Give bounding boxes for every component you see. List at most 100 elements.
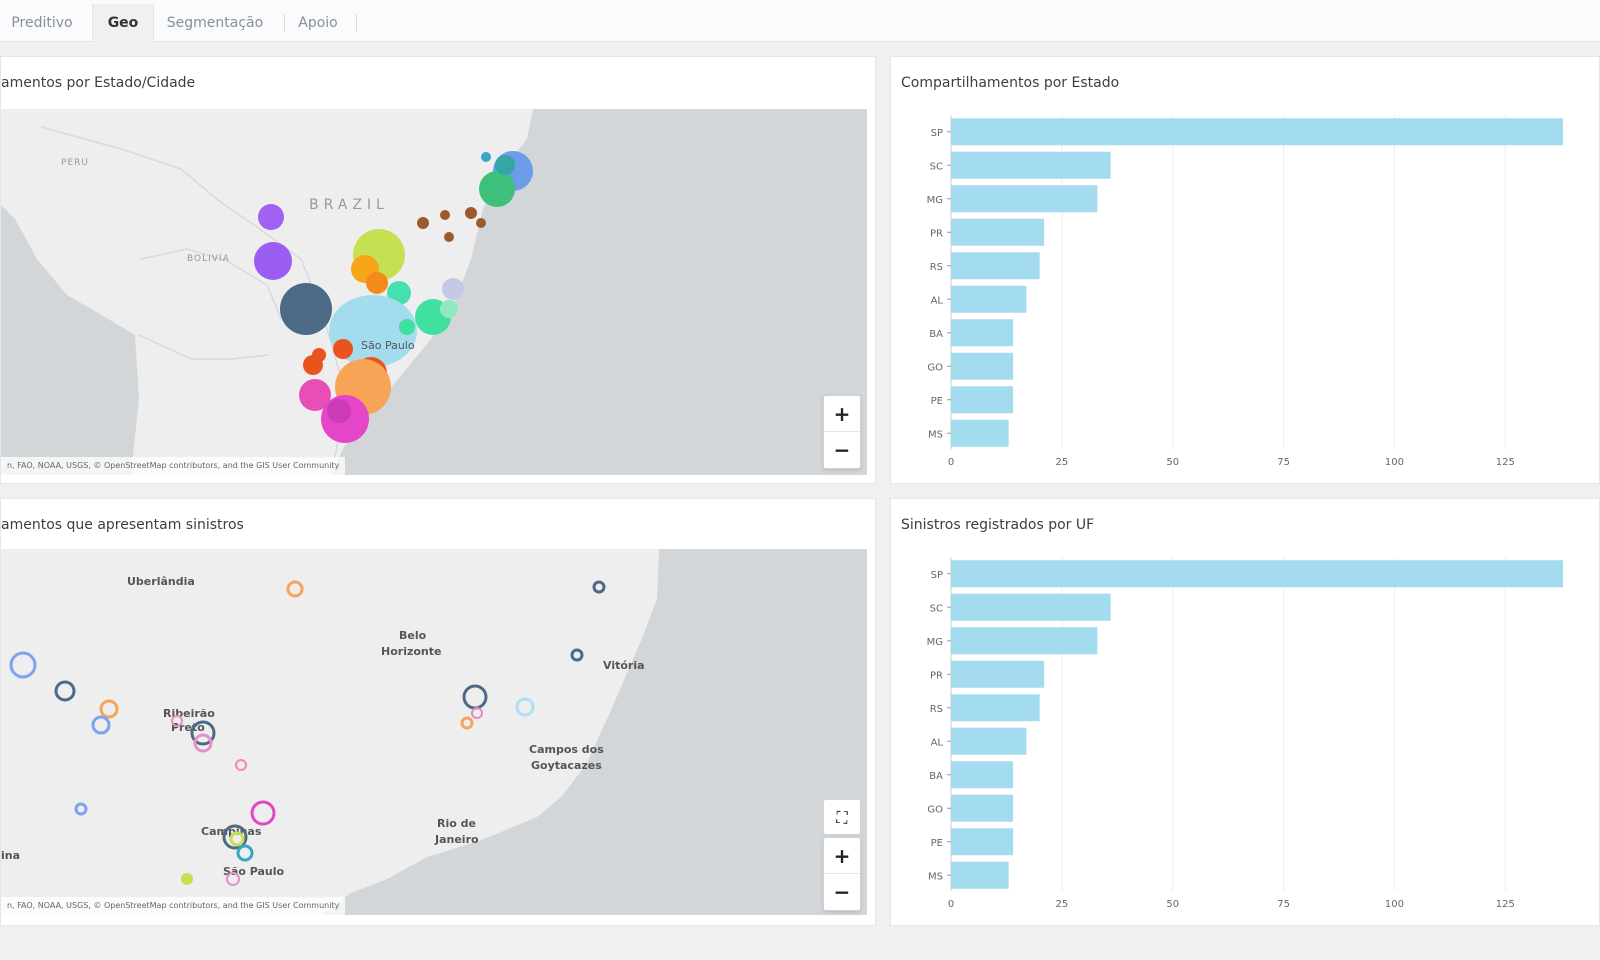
map-bubble <box>417 217 429 229</box>
map-ring <box>193 733 213 753</box>
bar-rs[interactable] <box>951 694 1040 722</box>
bar-pe[interactable] <box>951 386 1014 414</box>
bar-rs[interactable] <box>951 252 1040 280</box>
map-bubble <box>366 272 388 294</box>
map-bubble <box>442 278 464 300</box>
y-tick-label: AL <box>931 737 944 748</box>
border-line <box>140 248 282 320</box>
map-estado-cidade[interactable]: PERU BOLIVIA BRAZIL <box>1 109 867 475</box>
map-bubble <box>440 210 450 220</box>
zoom-in-button[interactable]: + <box>824 396 860 432</box>
tab-bar: Preditivo Geo Segmentação Apoio <box>0 0 1600 42</box>
panel-title: Compartilhamentos por Estado <box>901 75 1120 91</box>
x-tick-label: 125 <box>1496 899 1515 910</box>
x-tick-label: 25 <box>1056 899 1069 910</box>
map-bubble <box>440 300 458 318</box>
x-tick-label: 25 <box>1056 457 1069 468</box>
map-ring <box>515 697 535 717</box>
panel-chart-compartilhamentos: Compartilhamentos por Estado 0 25 50 75 100 1… <box>890 56 1600 484</box>
map-ring <box>471 707 483 719</box>
map-bubble <box>444 232 454 242</box>
bar-ms[interactable] <box>951 419 1009 447</box>
bar-ba[interactable] <box>951 761 1014 789</box>
map-label-rio: Rio de <box>437 817 476 830</box>
y-tick-label: PR <box>930 228 943 239</box>
panel-title: Sinistros registrados por UF <box>901 517 1095 533</box>
zoom-in-button[interactable]: + <box>824 838 860 874</box>
y-tick-label: PE <box>931 838 943 849</box>
x-tick-label: 75 <box>1277 899 1290 910</box>
bar-sc[interactable] <box>951 593 1111 621</box>
map-label-uberlandia: Uberlândia <box>127 575 195 588</box>
bar-al[interactable] <box>951 285 1027 313</box>
y-tick-label: BA <box>929 771 943 782</box>
tab-segmentacao[interactable]: Segmentação <box>166 15 264 31</box>
border-line <box>138 334 270 360</box>
map-ring <box>99 699 119 719</box>
bar-go[interactable] <box>951 352 1014 380</box>
bar-pr[interactable] <box>951 660 1045 688</box>
zoom-control: + − <box>823 837 861 911</box>
map-bubble <box>299 379 331 411</box>
map-ring <box>222 824 248 850</box>
map-bubble <box>465 207 477 219</box>
y-tick-label: MG <box>927 637 943 648</box>
bar-al[interactable] <box>951 727 1027 755</box>
tab-geo[interactable]: Geo <box>92 4 154 42</box>
bar-sc[interactable] <box>951 151 1111 179</box>
map-sinistros[interactable]: Uberlândia Belo Horizonte Vitória Ribeir… <box>1 549 867 915</box>
y-tick-label: BA <box>929 329 943 340</box>
map-bubble <box>399 319 415 335</box>
map-canvas: Uberlândia Belo Horizonte Vitória Ribeir… <box>1 549 659 915</box>
map-ring <box>236 844 254 862</box>
bar-ms[interactable] <box>951 861 1009 889</box>
fullscreen-button[interactable]: ⛶ <box>823 799 861 835</box>
bar-mg[interactable] <box>951 185 1098 213</box>
map-label-peru: PERU <box>61 158 89 168</box>
y-tick-label: SP <box>931 570 943 581</box>
x-tick-label: 0 <box>948 457 954 468</box>
x-tick-label: 75 <box>1277 457 1290 468</box>
map-bubble <box>327 399 351 423</box>
map-bubble <box>479 171 515 207</box>
map-ring <box>229 831 245 847</box>
y-tick-label: RS <box>930 262 943 273</box>
map-label-vitoria: Vitória <box>603 659 645 672</box>
map-attribution: n, FAO, NOAA, USGS, © OpenStreetMap cont… <box>1 457 346 475</box>
map-label-janeiro: Janeiro <box>434 833 479 846</box>
bar-chart-sinistros: 0 25 50 75 100 125 SP SC MG PR RS AL BA GO PE MS <box>927 557 1563 910</box>
x-tick-label: 100 <box>1385 899 1404 910</box>
bar-sp[interactable] <box>951 118 1563 146</box>
map-bubble <box>280 283 332 335</box>
zoom-out-button[interactable]: − <box>833 438 851 462</box>
map-label-bolivia: BOLIVIA <box>187 254 230 264</box>
map-label-ina: ina <box>1 849 20 862</box>
y-tick-label: MS <box>928 429 943 440</box>
bar-pe[interactable] <box>951 828 1014 856</box>
x-tick-label: 50 <box>1166 457 1179 468</box>
panel-map-estado-cidade: amentos por Estado/Cidade PERU BOLIVIA B… <box>0 56 876 484</box>
map-ring <box>181 873 193 885</box>
map-ring <box>570 648 584 662</box>
bar-sp[interactable] <box>951 560 1563 588</box>
map-label-horizonte: Horizonte <box>381 645 441 658</box>
map-label-sao-paulo: São Paulo <box>223 865 285 878</box>
map-canvas: PERU BOLIVIA BRAZIL <box>1 109 533 475</box>
bar-mg[interactable] <box>951 627 1098 655</box>
tab-apoio[interactable]: Apoio <box>298 15 338 31</box>
map-ring <box>171 715 183 727</box>
map-ring <box>74 802 88 816</box>
bar-ba[interactable] <box>951 319 1014 347</box>
zoom-out-button[interactable]: − <box>833 880 851 904</box>
map-label-campos: Campos dos <box>529 743 604 756</box>
tab-preditivo[interactable]: Preditivo <box>11 15 73 31</box>
bar-pr[interactable] <box>951 218 1045 246</box>
bar-go[interactable] <box>951 794 1014 822</box>
y-tick-label: RS <box>930 704 943 715</box>
map-attribution: n, FAO, NOAA, USGS, © OpenStreetMap cont… <box>1 897 346 915</box>
panel-map-sinistros: amentos que apresentam sinistros Uberlân… <box>0 498 876 926</box>
x-tick-label: 0 <box>948 899 954 910</box>
map-ring <box>286 580 304 598</box>
ocean-left <box>1 205 139 475</box>
map-ring <box>592 580 606 594</box>
